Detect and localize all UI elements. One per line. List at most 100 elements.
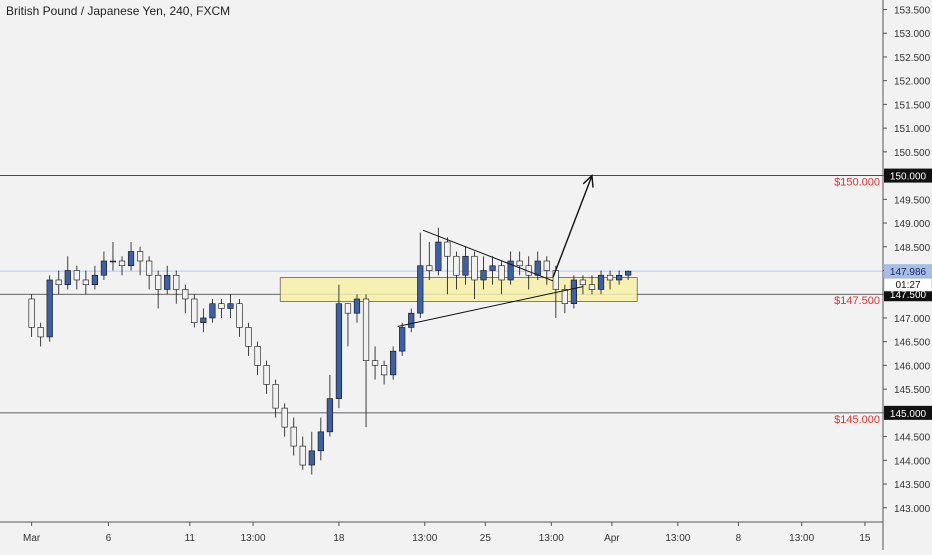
candle[interactable] [64,256,71,290]
candle[interactable] [344,303,352,347]
candle-body [263,365,270,385]
candle[interactable] [317,417,324,461]
candle[interactable] [28,294,35,337]
candle[interactable] [417,232,424,318]
candle[interactable] [91,265,98,290]
candle-body [227,303,234,309]
candle[interactable] [82,270,89,295]
drawings-layer [397,174,594,327]
candle[interactable] [570,275,578,309]
candle[interactable] [46,275,53,342]
price-tick-label: 149.000 [894,219,931,230]
candle-body [146,260,153,276]
candle-body [462,255,469,276]
candle[interactable] [37,322,44,347]
candle[interactable] [136,246,144,276]
candle[interactable] [426,242,433,280]
candle[interactable] [606,270,614,290]
candle[interactable] [353,294,361,323]
candle[interactable] [164,265,171,295]
candle[interactable] [263,360,270,394]
candle[interactable] [335,284,343,409]
candle-body [308,450,315,466]
price-tick-label: 144.000 [894,456,931,467]
candle-body [28,298,35,328]
candle[interactable] [516,251,523,276]
candle[interactable] [381,360,388,385]
candle[interactable] [191,294,198,328]
candle[interactable] [462,246,469,285]
time-tick-label: 13:00 [241,533,266,544]
candle[interactable] [408,308,415,333]
support-zone-rectangle[interactable] [279,277,638,302]
price-tick-label: 151.500 [894,100,931,111]
candle[interactable] [118,256,126,276]
candle[interactable] [308,431,315,475]
candle[interactable] [362,294,370,428]
price-level-badge-text: 150.000 [890,172,927,183]
candle[interactable] [173,270,180,304]
candle[interactable] [390,346,397,380]
candle[interactable] [218,298,225,318]
candle[interactable] [579,275,587,295]
candle[interactable] [561,284,568,314]
candle-body [507,260,514,281]
time-tick-label: 13:00 [665,533,690,544]
last-price-badge-text: 147.986 [890,267,927,278]
projection-arrow-shaft[interactable] [552,175,593,278]
candle[interactable] [615,270,623,285]
candle-body [597,274,605,290]
candle[interactable] [200,308,207,333]
price-level-badge [884,168,932,183]
triangle-lower-trendline[interactable] [397,286,584,327]
triangle-upper-trendline[interactable] [422,229,554,282]
candle[interactable] [371,346,379,380]
price-tick-label: 146.500 [894,338,931,349]
candle[interactable] [625,270,632,280]
candle-body [335,303,343,399]
price-level-badge-text: 147.500 [890,290,927,301]
candle-body [64,270,71,286]
candle[interactable] [399,322,406,356]
candle[interactable] [326,374,333,437]
candle-body [381,365,388,376]
candle[interactable] [453,251,460,290]
candle[interactable] [471,251,478,299]
candle[interactable] [444,237,451,295]
time-tick-label: 18 [333,533,345,544]
candle[interactable] [109,242,117,271]
candle-body [390,350,397,376]
candle[interactable] [227,294,234,318]
candle[interactable] [281,403,288,437]
candle[interactable] [290,417,297,456]
candle-body [209,303,216,319]
candle[interactable] [182,284,189,314]
candle[interactable] [100,251,108,280]
candle-body [37,327,44,338]
projection-arrow-head [582,174,594,188]
candle[interactable] [55,270,62,295]
candle-body [408,312,415,328]
candle[interactable] [245,322,252,356]
candle[interactable] [127,242,135,271]
candle[interactable] [588,275,596,295]
candle[interactable] [299,436,306,470]
candle[interactable] [73,265,80,290]
candle[interactable] [236,298,243,337]
candle[interactable] [480,256,487,290]
candle[interactable] [597,270,605,295]
candle[interactable] [272,379,279,418]
candle[interactable] [543,256,550,285]
candle[interactable] [146,256,153,290]
candle[interactable] [155,270,162,309]
candle-body [362,298,370,361]
candle[interactable] [498,261,505,295]
level-label: $147.500 [834,295,880,307]
candle[interactable] [254,341,261,375]
candle[interactable] [209,298,216,323]
candle-body [480,270,487,281]
candle[interactable] [507,251,514,285]
candle[interactable] [489,256,496,285]
